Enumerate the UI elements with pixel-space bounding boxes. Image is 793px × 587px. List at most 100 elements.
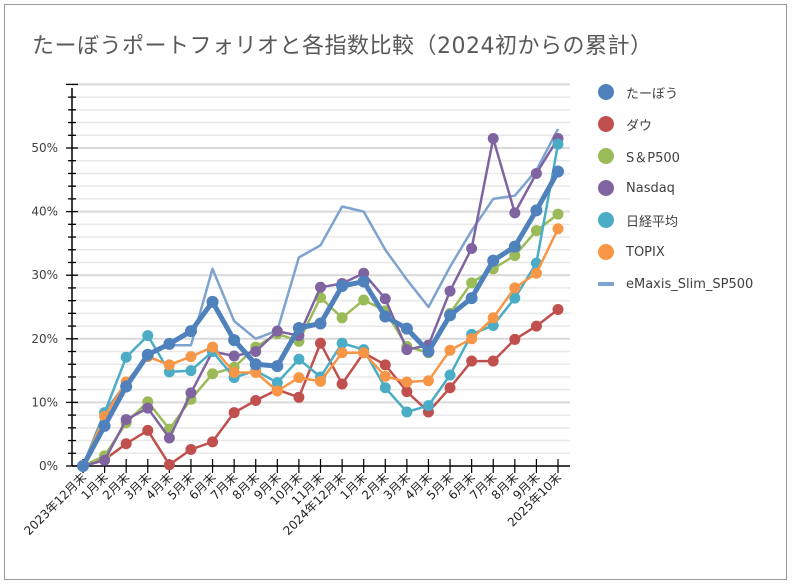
- data-point: [400, 322, 413, 335]
- data-point: [142, 402, 154, 414]
- data-point: [207, 341, 219, 353]
- data-point: [465, 292, 478, 305]
- data-point: [379, 382, 391, 394]
- data-point: [315, 375, 326, 387]
- data-point: [379, 310, 392, 323]
- x-tick-label: 2023年12月末: [21, 470, 89, 538]
- data-point: [530, 225, 542, 237]
- legend-label: たーぼう: [626, 86, 679, 102]
- data-point: [120, 438, 132, 450]
- data-point: [509, 207, 521, 219]
- legend-item: 日経平均: [598, 206, 788, 234]
- legend-marker-icon: [598, 212, 614, 228]
- data-point: [509, 292, 521, 304]
- legend-marker-icon: [598, 84, 614, 100]
- data-point: [401, 344, 413, 356]
- data-point: [185, 365, 197, 377]
- data-point: [271, 385, 283, 397]
- data-point: [401, 386, 413, 398]
- legend-item: ダウ: [598, 110, 788, 138]
- data-point: [228, 334, 241, 347]
- data-point: [466, 333, 478, 345]
- data-point: [249, 358, 262, 371]
- data-point: [336, 378, 348, 390]
- data-point: [509, 282, 521, 294]
- data-point: [141, 348, 154, 361]
- data-point: [336, 337, 348, 349]
- data-point: [77, 460, 89, 472]
- data-point: [228, 407, 240, 419]
- data-point: [293, 391, 305, 403]
- y-tick-label: 50%: [31, 141, 58, 155]
- data-point: [184, 325, 197, 338]
- y-axis-labels: 0% 10% 20% 30% 40% 50%: [31, 141, 58, 473]
- data-point: [401, 376, 413, 388]
- data-point: [120, 414, 132, 426]
- data-point: [207, 368, 219, 380]
- data-point: [185, 351, 197, 363]
- data-point: [336, 347, 348, 359]
- legend-label: S＆P500: [626, 150, 680, 166]
- data-point: [444, 309, 457, 322]
- data-point: [314, 317, 327, 330]
- data-point: [163, 359, 175, 371]
- data-point: [530, 267, 542, 279]
- legend-marker-icon: [598, 244, 614, 260]
- data-point: [357, 275, 370, 288]
- series-1: [77, 304, 564, 472]
- data-point: [185, 443, 197, 455]
- data-point: [530, 204, 543, 217]
- legend-label: 日経平均: [626, 214, 679, 230]
- legend-item: Nasdaq: [598, 174, 788, 202]
- data-point: [358, 347, 370, 359]
- y-tick-label: 30%: [31, 268, 58, 282]
- data-point: [422, 400, 434, 412]
- data-point: [250, 367, 262, 379]
- data-point: [444, 285, 456, 297]
- data-point: [206, 295, 219, 308]
- data-point: [487, 312, 499, 324]
- data-point: [401, 406, 413, 418]
- series-4: [77, 138, 564, 472]
- data-point: [552, 165, 564, 178]
- data-point: [163, 459, 175, 471]
- data-point: [271, 360, 284, 373]
- data-point: [271, 325, 283, 337]
- data-point: [142, 424, 154, 436]
- data-point: [487, 254, 500, 267]
- data-point: [509, 249, 521, 261]
- data-point: [250, 394, 262, 406]
- data-point: [466, 242, 478, 254]
- y-tick-label: 40%: [31, 205, 58, 219]
- legend-item: TOPIX: [598, 238, 788, 266]
- data-point: [142, 330, 154, 342]
- legend-marker-icon: [598, 116, 614, 132]
- data-point: [293, 372, 305, 384]
- data-point: [358, 267, 370, 279]
- y-tick-label: 0%: [39, 459, 58, 473]
- data-point: [487, 355, 499, 367]
- data-point: [444, 382, 456, 394]
- series-lines: [77, 128, 564, 472]
- data-point: [336, 280, 349, 293]
- data-point: [120, 380, 133, 393]
- y-tick-label: 20%: [31, 332, 58, 346]
- data-point: [466, 277, 478, 289]
- legend-label: eMaxis_Slim_SP500: [626, 276, 754, 292]
- data-point: [509, 333, 521, 345]
- data-point: [552, 304, 564, 316]
- data-point: [422, 345, 435, 358]
- data-point: [358, 294, 370, 306]
- data-point: [185, 387, 197, 399]
- data-point: [508, 240, 521, 253]
- legend-marker-icon: [598, 148, 614, 164]
- data-point: [487, 132, 499, 144]
- legend-line-icon: [598, 282, 614, 286]
- data-point: [444, 344, 456, 356]
- data-point: [466, 355, 478, 367]
- data-point: [552, 138, 564, 150]
- data-point: [99, 454, 111, 466]
- series-0: [77, 165, 564, 472]
- data-point: [422, 375, 434, 387]
